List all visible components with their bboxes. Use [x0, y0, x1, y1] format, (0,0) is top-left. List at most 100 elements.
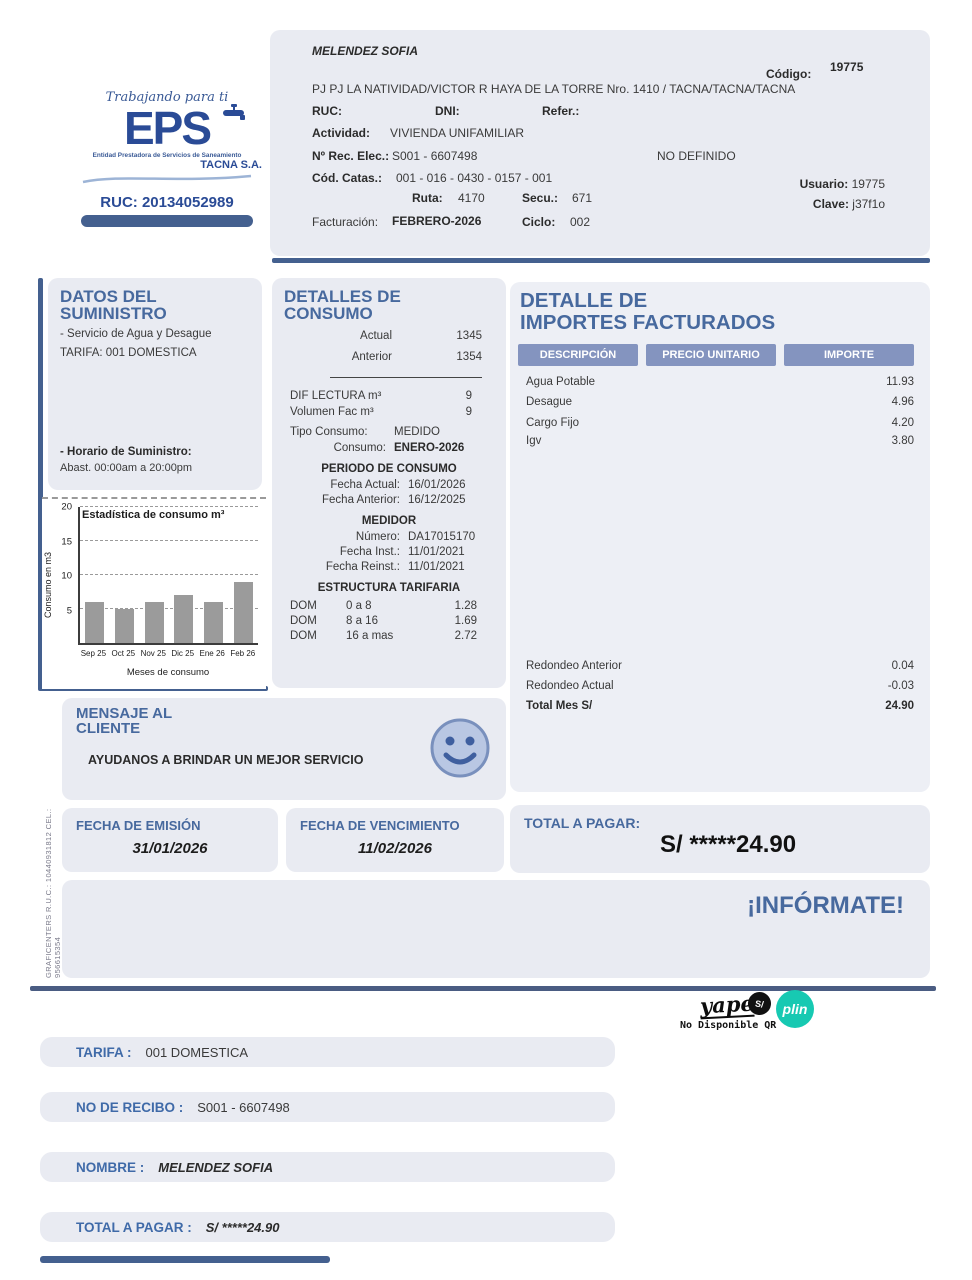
footer-row-nombre: NOMBRE : MELENDEZ SOFIA	[40, 1152, 615, 1182]
billed-amounts-title: DETALLE DE IMPORTES FACTURADOS	[520, 289, 776, 335]
chart-plot	[78, 506, 258, 645]
usuario-row: Usuario: 19775	[800, 177, 885, 191]
table-header-row: DESCRIPCIÓN PRECIO UNITARIO IMPORTE	[518, 344, 914, 366]
consumption-details-panel: DETALLES DE CONSUMO Actual 1345 Anterior…	[272, 278, 506, 688]
service-line: - Servicio de Agua y Desague	[60, 328, 212, 340]
total-to-pay-amount: S/ *****24.90	[660, 831, 797, 858]
anterior-label: Anterior	[351, 351, 392, 363]
due-date-label: FECHA DE VENCIMIENTO	[300, 818, 460, 833]
anterior-value: 1354	[456, 351, 482, 363]
customer-address: PJ PJ LA NATIVIDAD/VICTOR R HAYA DE LA T…	[312, 82, 796, 96]
item-desc: Igv	[526, 435, 542, 447]
informate-text: ¡INFÓRMATE!	[747, 892, 904, 919]
refer-label: Refer.:	[542, 104, 580, 118]
emission-date-box: FECHA DE EMISIÓN 31/01/2026	[62, 808, 278, 872]
chart-bar	[174, 595, 194, 643]
message-body: AYUDANOS A BRINDAR UN MEJOR SERVICIO	[88, 753, 364, 767]
ciclo-value: 002	[570, 215, 591, 229]
tariff-row-price: 2.72	[454, 630, 477, 642]
usuario-value: 19775	[851, 177, 885, 191]
faucet-icon	[223, 104, 245, 120]
total-to-pay-label: TOTAL A PAGAR:	[524, 815, 641, 831]
header-panel: MELENDEZ SOFIA Código: 19775 PJ PJ LA NA…	[270, 30, 930, 256]
catas-value: 001 - 016 - 0430 - 0157 - 001	[396, 171, 553, 185]
chart-bar	[144, 602, 164, 643]
chart-y-axis-label: Consumo en m3	[43, 551, 53, 619]
chart-xtick-label: Feb 26	[230, 649, 256, 658]
vol-value: 9	[465, 406, 472, 418]
redondeo-anterior-label: Redondeo Anterior	[526, 660, 622, 672]
dni-label: DNI:	[435, 104, 460, 118]
actual-label: Actual	[360, 330, 392, 342]
logo-brand-text: EPS	[123, 102, 212, 154]
secu-value: 671	[572, 191, 593, 205]
tariff-row-range: 0 a 8	[346, 600, 372, 612]
customer-name: MELENDEZ SOFIA	[312, 44, 419, 58]
dif-label: DIF LECTURA m³	[290, 390, 382, 402]
tariff-row-price: 1.69	[454, 615, 477, 627]
chart-bar	[203, 602, 223, 643]
logo-ruc: RUC: 20134052989	[100, 194, 234, 211]
chart-yticks: 5 10 15 20	[56, 502, 75, 645]
rec-elec-value: S001 - 6607498	[392, 149, 478, 163]
redondeo-anterior-value: 0.04	[891, 660, 914, 672]
emission-date-value: 31/01/2026	[132, 840, 208, 857]
fecha-inst-value: 11/01/2021	[408, 546, 465, 558]
footer-total-value: S/ *****24.90	[205, 1219, 280, 1235]
header-divider	[272, 258, 930, 263]
chart-gridline	[80, 574, 258, 575]
actual-value: 1345	[456, 330, 482, 342]
consumption-title: DETALLES DE CONSUMO	[284, 287, 401, 324]
supply-title: DATOS DEL SUMINISTRO	[60, 287, 167, 324]
secu-label: Secu.:	[522, 191, 559, 205]
total-mes-value: 24.90	[885, 700, 914, 712]
chart-x-axis-label: Meses de consumo	[126, 667, 210, 678]
footer-total-label: TOTAL A PAGAR :	[76, 1219, 192, 1235]
col-precio-unitario: PRECIO UNITARIO	[646, 344, 776, 366]
col-descripcion: DESCRIPCIÓN	[518, 344, 638, 366]
actividad-label: Actividad:	[312, 126, 371, 140]
consumo-value: ENERO-2026	[394, 442, 465, 454]
reading-divider	[330, 377, 482, 378]
bottom-navy-bar	[40, 1256, 330, 1263]
catas-label: Cód. Catas.:	[312, 171, 383, 185]
footer-tarifa-label: TARIFA :	[76, 1044, 132, 1060]
smiley-icon	[430, 718, 490, 778]
fecha-reinst-label: Fecha Reinst.:	[325, 561, 400, 573]
chart-ytick-label: 15	[61, 536, 72, 547]
message-title: MENSAJE AL CLIENTE	[76, 705, 173, 738]
code-label: Código:	[766, 67, 812, 81]
total-to-pay-box: TOTAL A PAGAR: S/ *****24.90	[510, 805, 930, 873]
chart-ytick-label: 5	[66, 605, 72, 616]
chart-ytick-label: 10	[61, 570, 72, 582]
logo-company: TACNA S.A.	[200, 159, 262, 171]
wide-divider	[30, 986, 936, 991]
item-desc: Agua Potable	[526, 376, 596, 388]
periodo-title: PERIODO DE CONSUMO	[321, 463, 457, 475]
customer-message-panel: MENSAJE AL CLIENTE AYUDANOS A BRINDAR UN…	[62, 698, 506, 800]
footer-recibo-label: NO DE RECIBO :	[76, 1099, 184, 1115]
col-importe: IMPORTE	[784, 344, 914, 366]
logo-subtitle: Entidad Prestadora de Servicios de Sanea…	[92, 152, 242, 159]
medidor-title: MEDIDOR	[361, 515, 417, 527]
fecha-actual-label: Fecha Actual:	[330, 479, 400, 491]
fecha-anterior-value: 16/12/2025	[408, 494, 466, 506]
total-mes-label: Total Mes S/	[526, 700, 593, 712]
wave-swoosh-icon	[82, 174, 252, 184]
billed-amounts-panel: DETALLE DE IMPORTES FACTURADOS DESCRIPCI…	[510, 282, 930, 792]
clave-row: Clave: j37f1o	[813, 197, 885, 211]
chart-xtick-label: Dic 25	[171, 649, 195, 658]
item-amount: 4.20	[891, 417, 914, 429]
chart-bar	[233, 581, 253, 643]
chart-xticks: Sep 25 Oct 25 Nov 25 Dic 25 Ene 26 Feb 26	[78, 649, 258, 658]
tariff-row-price: 1.28	[454, 600, 477, 612]
chart-bar	[85, 602, 105, 643]
item-amount: 11.93	[886, 376, 914, 388]
fecha-inst-label: Fecha Inst.:	[339, 546, 400, 558]
footer-row-tarifa: TARIFA : 001 DOMESTICA	[40, 1037, 615, 1067]
informate-panel: ¡INFÓRMATE!	[62, 880, 930, 978]
tariff-row-cat: DOM	[290, 630, 317, 642]
fecha-anterior-label: Fecha Anterior:	[322, 494, 400, 506]
ruc-label: RUC:	[312, 104, 342, 118]
logo-tagline: Trabajando para ti	[105, 90, 229, 105]
